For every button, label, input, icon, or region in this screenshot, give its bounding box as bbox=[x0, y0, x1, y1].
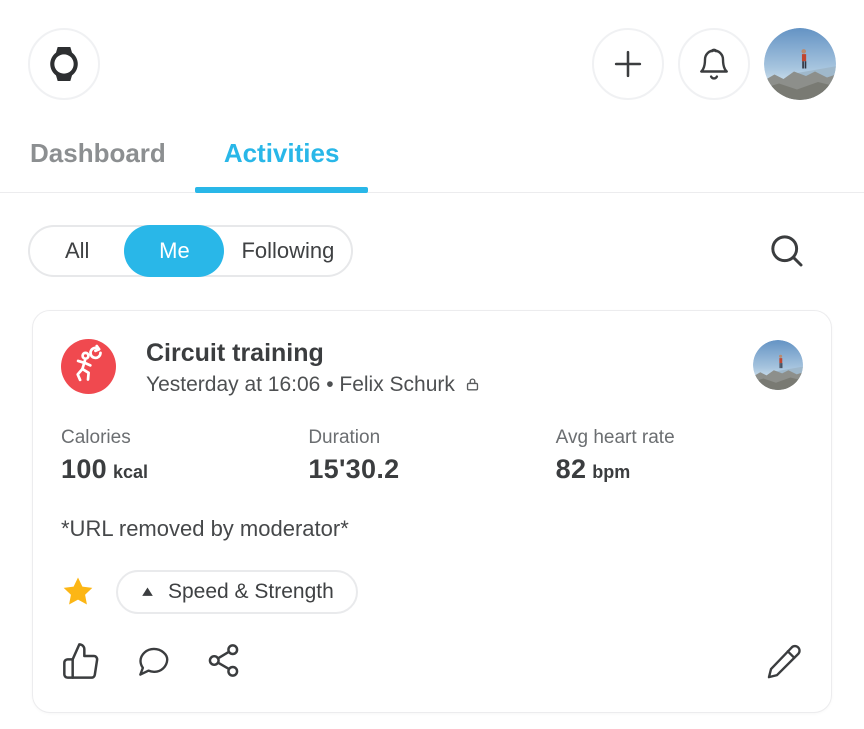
plus-icon bbox=[609, 45, 647, 83]
add-button[interactable] bbox=[592, 28, 664, 100]
like-icon bbox=[61, 641, 101, 681]
activity-titles: Circuit training Yesterday at 16:06 • Fe… bbox=[146, 339, 753, 397]
activity-actions bbox=[61, 641, 803, 681]
lock-icon bbox=[464, 376, 481, 393]
activities-page: All Me Following bbox=[0, 225, 864, 713]
filter-row: All Me Following bbox=[28, 225, 836, 277]
activity-meta: Yesterday at 16:06 • Felix Schurk bbox=[146, 372, 455, 396]
activity-subtitle: Yesterday at 16:06 • Felix Schurk bbox=[146, 373, 753, 397]
activity-card: Circuit training Yesterday at 16:06 • Fe… bbox=[32, 310, 832, 713]
circuit-training-icon bbox=[61, 339, 116, 394]
bell-icon bbox=[696, 46, 732, 82]
edit-icon bbox=[765, 642, 803, 680]
star-icon bbox=[61, 575, 95, 609]
main-tabs: Dashboard Activities bbox=[0, 138, 864, 193]
tab-dashboard[interactable]: Dashboard bbox=[1, 138, 195, 192]
stat-duration: Duration 15'30.2 bbox=[308, 427, 555, 485]
filter-me[interactable]: Me bbox=[124, 225, 225, 277]
activity-card-header: Circuit training Yesterday at 16:06 • Fe… bbox=[61, 339, 803, 397]
activity-stats: Calories 100 kcal Duration 15'30.2 Avg h… bbox=[61, 427, 803, 485]
stat-value: 100 bbox=[61, 453, 107, 484]
activity-tags: Speed & Strength bbox=[61, 569, 803, 614]
filter-all[interactable]: All bbox=[30, 225, 124, 277]
share-button[interactable] bbox=[205, 642, 242, 679]
tab-activities[interactable]: Activities bbox=[194, 138, 369, 193]
stat-value: 82 bbox=[555, 453, 587, 484]
watch-icon bbox=[44, 44, 84, 84]
activity-author-avatar[interactable] bbox=[753, 340, 803, 390]
search-icon bbox=[766, 230, 810, 272]
comment-icon bbox=[134, 642, 172, 680]
edit-button[interactable] bbox=[765, 642, 803, 680]
stat-calories: Calories 100 kcal bbox=[61, 427, 308, 485]
share-icon bbox=[205, 642, 242, 679]
stat-unit: bpm bbox=[592, 461, 631, 482]
device-button[interactable] bbox=[28, 28, 100, 100]
tag-label: Speed & Strength bbox=[168, 579, 334, 603]
triangle-up-icon bbox=[140, 584, 155, 599]
header-actions bbox=[592, 28, 836, 100]
search-button[interactable] bbox=[766, 229, 810, 273]
app-header bbox=[0, 0, 864, 100]
training-benefit-tag[interactable]: Speed & Strength bbox=[116, 569, 358, 614]
favorite-button[interactable] bbox=[61, 575, 95, 609]
activity-note: *URL removed by moderator* bbox=[61, 515, 349, 541]
stat-label: Calories bbox=[61, 426, 131, 448]
filter-following[interactable]: Following bbox=[224, 225, 351, 277]
stat-unit: kcal bbox=[112, 461, 148, 482]
stat-avg-heart-rate: Avg heart rate 82 bpm bbox=[556, 427, 803, 485]
comment-button[interactable] bbox=[134, 642, 172, 680]
stat-label: Avg heart rate bbox=[555, 426, 675, 448]
stat-value: 15'30.2 bbox=[308, 453, 400, 484]
like-button[interactable] bbox=[61, 641, 101, 681]
notifications-button[interactable] bbox=[678, 28, 750, 100]
activity-title: Circuit training bbox=[146, 339, 324, 367]
profile-avatar[interactable] bbox=[764, 28, 836, 100]
feed-filter: All Me Following bbox=[28, 225, 354, 277]
stat-label: Duration bbox=[308, 426, 381, 448]
